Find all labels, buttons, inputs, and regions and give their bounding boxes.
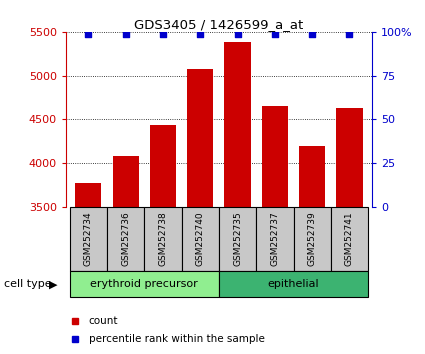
Text: cell type: cell type [4, 279, 52, 289]
Point [85, 31, 92, 36]
Bar [299, 146, 325, 207]
Title: GDS3405 / 1426599_a_at: GDS3405 / 1426599_a_at [134, 18, 303, 31]
Bar [337, 108, 363, 207]
Bar [187, 69, 213, 207]
Text: GSM252735: GSM252735 [233, 212, 242, 266]
Text: percentile rank within the sample: percentile rank within the sample [89, 334, 265, 344]
Text: GSM252736: GSM252736 [121, 212, 130, 266]
Bar [70, 271, 219, 297]
Bar [144, 207, 181, 271]
Text: count: count [89, 316, 118, 326]
Bar [331, 207, 368, 271]
Text: GSM252737: GSM252737 [270, 212, 279, 266]
Bar [107, 207, 144, 271]
Bar [150, 125, 176, 207]
Point [346, 31, 353, 36]
Point [122, 31, 129, 36]
Text: GSM252739: GSM252739 [308, 212, 317, 266]
Point [159, 31, 166, 36]
Bar [262, 106, 288, 207]
Bar [219, 271, 368, 297]
Text: GSM252734: GSM252734 [84, 212, 93, 266]
Point [272, 31, 278, 36]
Bar [75, 183, 101, 207]
Bar [181, 207, 219, 271]
Bar [219, 207, 256, 271]
Text: epithelial: epithelial [268, 279, 319, 289]
Text: ▶: ▶ [49, 279, 57, 289]
Text: GSM252741: GSM252741 [345, 212, 354, 266]
Bar [224, 42, 251, 207]
Point [197, 31, 204, 36]
Bar [70, 207, 107, 271]
Point [309, 31, 316, 36]
Text: GSM252738: GSM252738 [159, 212, 167, 266]
Bar [113, 156, 139, 207]
Point [234, 31, 241, 36]
Bar [256, 207, 294, 271]
Text: GSM252740: GSM252740 [196, 212, 205, 266]
Text: erythroid precursor: erythroid precursor [91, 279, 198, 289]
Bar [294, 207, 331, 271]
